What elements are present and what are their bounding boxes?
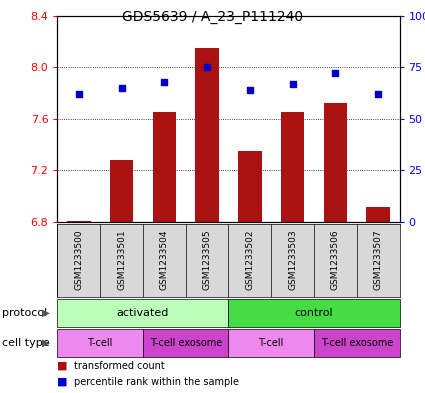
Text: T-cell exosome: T-cell exosome [320,338,393,348]
Bar [57,329,143,357]
Text: GDS5639 / A_23_P111240: GDS5639 / A_23_P111240 [122,10,303,24]
Bar [323,103,347,222]
Point [246,87,253,93]
Text: T-cell exosome: T-cell exosome [150,338,222,348]
Text: ▶: ▶ [42,338,50,348]
Point [332,70,339,77]
Point [204,64,210,70]
Text: control: control [295,308,333,318]
Bar [143,329,229,357]
Text: protocol: protocol [2,308,47,318]
Text: GSM1233501: GSM1233501 [117,230,126,290]
Text: percentile rank within the sample: percentile rank within the sample [74,377,238,387]
Bar [229,329,314,357]
Point [375,91,382,97]
Bar [153,112,176,222]
Point [75,91,82,97]
Bar [57,299,229,327]
Point [161,79,168,85]
Text: activated: activated [117,308,169,318]
Bar [281,112,304,222]
Bar [366,207,390,222]
Point [118,85,125,91]
Text: T-cell: T-cell [88,338,113,348]
Text: GSM1233502: GSM1233502 [245,230,254,290]
Text: GSM1233504: GSM1233504 [160,230,169,290]
Bar [67,221,91,222]
Text: GSM1233507: GSM1233507 [374,230,382,290]
Text: T-cell: T-cell [258,338,284,348]
Text: ▶: ▶ [42,308,50,318]
Bar [229,299,400,327]
Text: ■: ■ [57,377,68,387]
Text: transformed count: transformed count [74,361,164,371]
Text: ■: ■ [57,361,68,371]
Text: GSM1233500: GSM1233500 [74,230,83,290]
Text: cell type: cell type [2,338,50,348]
Text: GSM1233503: GSM1233503 [288,230,297,290]
Point [289,81,296,87]
Bar [238,151,261,222]
Bar [196,48,219,222]
Bar [314,329,400,357]
Text: GSM1233506: GSM1233506 [331,230,340,290]
Bar [110,160,133,222]
Text: GSM1233505: GSM1233505 [203,230,212,290]
